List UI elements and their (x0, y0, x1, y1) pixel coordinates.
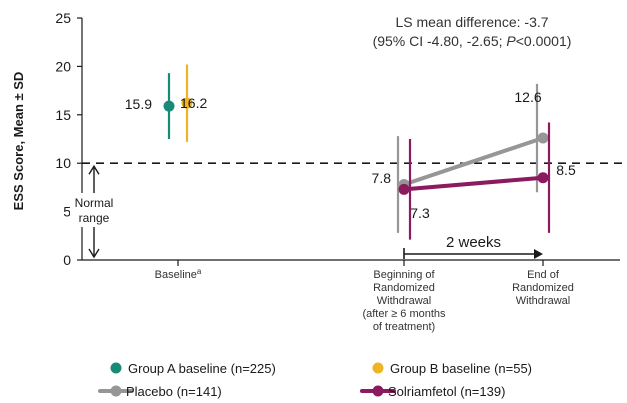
interval-label: 2 weeks (446, 234, 501, 251)
y-axis-title: ESS Score, Mean ± SD (11, 72, 26, 211)
data-label: 7.3 (410, 205, 430, 221)
normal-range-label-bg (70, 193, 118, 227)
data-label: 12.6 (514, 89, 541, 105)
y-tick-label: 25 (55, 10, 71, 26)
data-point-group (163, 100, 175, 112)
y-tick-label: 10 (55, 155, 71, 171)
data-point-placebo (537, 132, 549, 144)
x-tick-label: Beginning of Randomized Withdrawal (after ≥… (362, 269, 446, 333)
data-point-group (181, 97, 193, 109)
data-label: 7.8 (372, 170, 392, 186)
ls-mean-difference: LS mean difference: -3.7 (395, 14, 548, 30)
interval-arrowhead (534, 249, 543, 259)
legend-entry: Group A baseline (n=225) (128, 361, 276, 376)
series-line-placebo (402, 136, 545, 187)
legend-swatch-dot (110, 362, 122, 374)
series-line-solriamfetol (402, 175, 545, 192)
data-label: 15.9 (125, 96, 152, 112)
legend-swatch-dot (372, 385, 384, 397)
confidence-interval-note: (95% CI -4.80, -2.65; P<0.0001) (373, 33, 572, 49)
y-tick-label: 0 (63, 252, 71, 268)
data-label: 8.5 (556, 162, 576, 178)
data-label: 16.2 (180, 95, 207, 111)
data-point-solriamfetol (537, 172, 549, 184)
legend-entry: Solriamfetol (n=139) (388, 384, 505, 399)
legend-entry: Placebo (n=141) (126, 384, 222, 399)
legend-swatch-dot (372, 362, 384, 374)
normal-range-label: Normal range (75, 196, 114, 225)
y-tick-label: 15 (55, 107, 71, 123)
normal-range-arrowhead-bottom (88, 248, 100, 259)
legend-entry: Group B baseline (n=55) (390, 361, 532, 376)
y-tick-label: 20 (55, 58, 71, 74)
legend-swatch-dot (110, 385, 122, 397)
x-tick-label: Baselinea (155, 267, 202, 281)
x-tick-label: End of Randomized Withdrawal (512, 269, 574, 307)
data-point-solriamfetol (398, 183, 410, 195)
y-tick-label: 5 (63, 204, 71, 220)
normal-range-arrowhead-top (88, 164, 100, 175)
